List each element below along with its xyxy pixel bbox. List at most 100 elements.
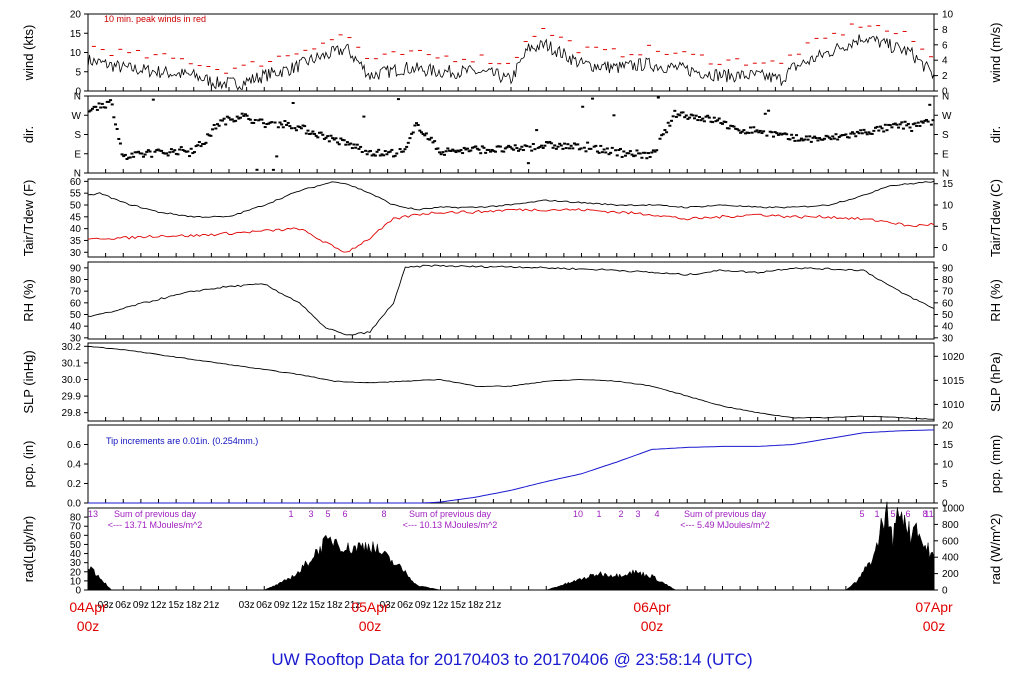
- panel4-ytick-right-label: 70: [942, 287, 954, 298]
- local-hour-mark: 11: [924, 509, 933, 519]
- panel4-ytick-left-label: 40: [70, 322, 82, 333]
- panel2-ytick-left-label: S: [74, 130, 81, 141]
- x-hour-label: 09z: [133, 600, 149, 611]
- x-hour-label: 15z: [450, 600, 466, 611]
- panel3-ytick-left-label: 30: [70, 248, 82, 259]
- panel1-ytick-right-label: 4: [942, 56, 948, 67]
- panel2-ytick-right-label: E: [942, 149, 949, 160]
- panel1-frame: [87, 13, 935, 92]
- panel2-ytick-right-label: W: [942, 111, 952, 122]
- local-hour-mark: 6: [342, 509, 347, 519]
- panel1-ytick-left-label: 0: [75, 87, 81, 98]
- panel1-ylabel-right: wind (m/s): [988, 23, 1003, 84]
- local-hour-mark: 6: [905, 509, 910, 519]
- panel7-ytick-left-label: 10: [70, 576, 82, 587]
- panel5-ytick-right-label: 1010: [942, 400, 965, 411]
- panel4-ylabel-right: RH (%): [988, 279, 1003, 322]
- local-hour-mark: 5: [325, 509, 330, 519]
- x-date-hour-label: 00z: [641, 618, 664, 634]
- panel5-ytick-left-label: 29.8: [62, 408, 82, 419]
- x-hour-label: 12z: [150, 600, 166, 611]
- panel6-ytick-left-label: 0.4: [67, 460, 81, 471]
- panel3-ytick-left-label: 50: [70, 201, 82, 212]
- x-hour-label: 09z: [415, 600, 431, 611]
- local-hour-mark: 3: [635, 509, 640, 519]
- panel1-ytick-left-label: 10: [70, 48, 82, 59]
- panel2-ylabel-left: dir.: [21, 126, 36, 143]
- x-hour-label: 03z: [98, 600, 114, 611]
- radiation-sum-label: Sum of previous day: [684, 509, 767, 519]
- panel5-ytick-left-label: 30.1: [62, 358, 82, 369]
- panel6-ytick-right-label: 20: [942, 421, 954, 432]
- panel1-ytick-right-label: 0: [942, 87, 948, 98]
- panel3-ylabel-left: Tair/Tdew (F): [21, 180, 36, 257]
- panel5-ytick-left-label: 29.9: [62, 392, 82, 403]
- local-hour-mark: 5: [890, 509, 895, 519]
- relative-humidity-line: [87, 264, 935, 336]
- x-hour-label: 18z: [468, 600, 484, 611]
- sea-level-pressure-line: [88, 346, 935, 420]
- panel6-ytick-left-label: 0.6: [67, 440, 81, 451]
- panel7-frame: [87, 507, 935, 591]
- panel7-ytick-left-label: 80: [70, 513, 82, 524]
- x-hour-label: 09z: [274, 600, 290, 611]
- panel7-ytick-left-label: 20: [70, 567, 82, 578]
- x-date-hour-label: 00z: [923, 618, 946, 634]
- panel1-ytick-right-label: 2: [942, 71, 948, 82]
- panel7-ylabel-right: rad (W/m^2): [988, 513, 1003, 584]
- panel3-ytick-left-label: 45: [70, 212, 82, 223]
- panel5-ytick-left-label: 30.0: [62, 375, 82, 386]
- panel7-ytick-left-label: 40: [70, 549, 82, 560]
- panel6-ytick-right-label: 0: [942, 499, 948, 510]
- panel4-ytick-right-label: 40: [942, 322, 954, 333]
- panel2-ytick-left-label: E: [74, 149, 81, 160]
- panel7-ytick-right-label: 800: [942, 520, 959, 531]
- x-date-label: 07Apr: [915, 599, 953, 615]
- panel5-ytick-right-label: 1020: [942, 352, 965, 363]
- panel3-ytick-right-label: 10: [942, 201, 954, 212]
- x-hour-label: 06z: [256, 600, 272, 611]
- panel7-ytick-left-label: 60: [70, 531, 82, 542]
- panel1-ytick-left-label: 5: [75, 67, 81, 78]
- x-hour-label: 21z: [344, 600, 360, 611]
- local-hour-mark: 1: [596, 509, 601, 519]
- panel4-ytick-right-label: 60: [942, 298, 954, 309]
- panel1-ytick-right-label: 6: [942, 40, 948, 51]
- panel5-ylabel-left: SLP (inHg): [21, 350, 36, 413]
- x-hour-label: 18z: [186, 600, 202, 611]
- panel5-ylabel-right: SLP (hPa): [988, 352, 1003, 412]
- local-hour-mark: 2: [618, 509, 623, 519]
- panel7-ytick-left-label: 0: [75, 586, 81, 597]
- radiation-sum-value: <--- 13.71 MJoules/m^2: [108, 520, 203, 530]
- panel7-ytick-right-label: 600: [942, 536, 959, 547]
- panel3-ylabel-right: Tair/Tdew (C): [988, 179, 1003, 257]
- panel2-ytick-left-label: W: [72, 111, 82, 122]
- panel6-ytick-right-label: 5: [942, 479, 948, 490]
- panel7-ytick-right-label: 400: [942, 553, 959, 564]
- x-hour-label: 15z: [309, 600, 325, 611]
- panel7-ytick-right-label: 1000: [942, 504, 965, 515]
- radiation-sum-value: <--- 5.49 MJoules/m^2: [680, 520, 770, 530]
- panel2-ylabel-right: dir.: [988, 126, 1003, 143]
- panel1-ylabel-left: wind (kts): [21, 25, 36, 82]
- panel7-ytick-right-label: 0: [942, 586, 948, 597]
- panel4-ytick-right-label: 50: [942, 310, 954, 321]
- panel6-ytick-right-label: 15: [942, 440, 954, 451]
- panel4-ytick-right-label: 80: [942, 275, 954, 286]
- precip-tip-note: Tip increments are 0.01in. (0.254mm.): [106, 436, 258, 446]
- panel5-frame: [87, 342, 935, 422]
- panel6-ytick-left-label: 0.0: [67, 499, 81, 510]
- panel6-ylabel-left: pcp. (in): [21, 441, 36, 488]
- cumulative-precip-line: [88, 429, 935, 504]
- panel7-ytick-left-label: 50: [70, 540, 82, 551]
- panel3-frame: [87, 178, 935, 258]
- panel2-ytick-left-label: N: [74, 92, 81, 103]
- x-hour-label: 18z: [327, 600, 343, 611]
- panel7-ytick-right-label: 200: [942, 569, 959, 580]
- x-hour-label: 21z: [485, 600, 501, 611]
- x-date-label: 06Apr: [633, 599, 671, 615]
- x-date-label: 04Apr: [69, 599, 107, 615]
- local-hour-mark: 8: [922, 509, 927, 519]
- panel2-ytick-right-label: S: [942, 130, 949, 141]
- panel7-ylabel-left: rad(Lgly/hr): [21, 516, 36, 582]
